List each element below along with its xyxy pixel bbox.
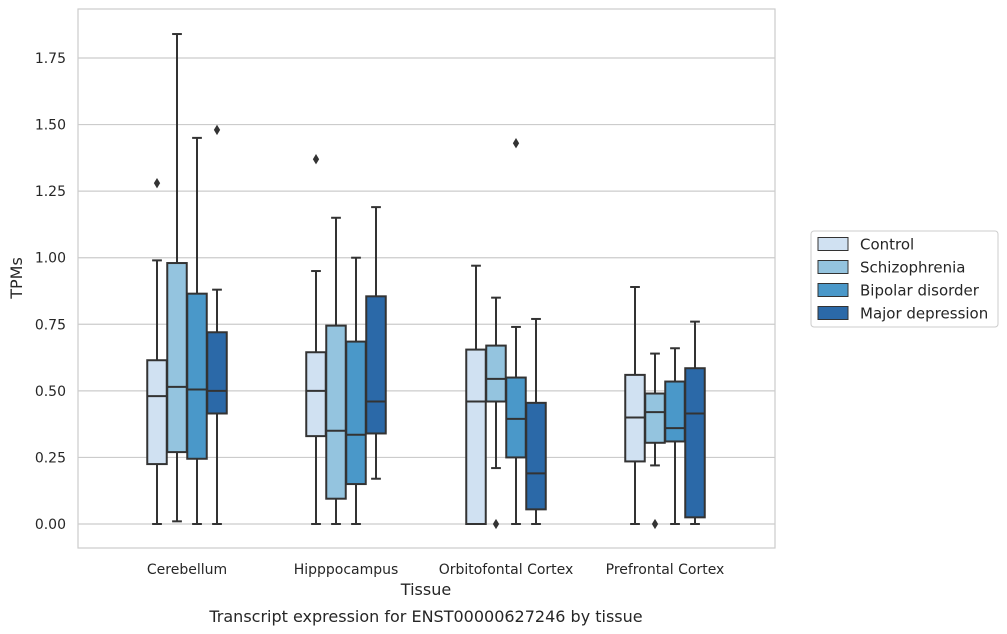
- outlier-marker: [153, 177, 161, 189]
- box-bipolar-disorder: [186, 136, 208, 525]
- iqr-box: [325, 324, 347, 500]
- box-control: [305, 154, 327, 525]
- iqr-box: [664, 380, 686, 443]
- outlier-marker: [651, 518, 659, 530]
- legend-label: Major depression: [860, 305, 988, 323]
- outlier-marker: [213, 124, 221, 136]
- legend: Control Schizophrenia Bipolar disorder Majo…: [810, 230, 999, 328]
- iqr-box: [206, 331, 228, 415]
- x-axis-label: Tissue: [400, 580, 451, 599]
- legend-swatch: [817, 260, 849, 274]
- box-major-depression: [365, 206, 387, 480]
- y-tick-labels: 0.00 0.25 0.50 0.75 1.00 1.25 1.50 1.75: [35, 51, 66, 533]
- box-control: [146, 177, 168, 525]
- box-bipolar-disorder: [664, 347, 686, 525]
- outlier-marker: [312, 154, 320, 165]
- box-bipolar-disorder: [505, 138, 527, 525]
- y-tick-label: 0.25: [35, 450, 66, 466]
- y-tick-label: 1.00: [35, 251, 66, 267]
- box-major-depression: [684, 320, 706, 525]
- box-control: [465, 264, 487, 525]
- x-tick-label: Cerebellum: [147, 562, 227, 578]
- legend-label: Schizophrenia: [860, 259, 965, 277]
- legend-swatch: [817, 306, 849, 320]
- box-series: [146, 33, 706, 530]
- outlier-marker: [512, 138, 520, 149]
- x-tick-label: Hipppocampus: [294, 562, 399, 578]
- legend-frame: [810, 230, 999, 328]
- iqr-box: [186, 292, 208, 460]
- box-schizophrenia: [644, 352, 666, 530]
- legend-swatch: [817, 283, 849, 297]
- x-tick-label: Orbitofontal Cortex: [439, 562, 574, 578]
- plot-frame: [77, 8, 776, 549]
- iqr-box: [485, 344, 507, 403]
- box-schizophrenia: [166, 33, 188, 523]
- iqr-box: [644, 392, 666, 444]
- iqr-box: [465, 348, 487, 525]
- iqr-box: [166, 262, 188, 454]
- y-tick-label: 0.75: [35, 317, 66, 333]
- legend-swatch: [817, 237, 849, 251]
- y-tick-label: 1.50: [35, 118, 66, 134]
- x-tick-label: Prefrontal Cortex: [606, 562, 725, 578]
- iqr-box: [365, 295, 387, 435]
- iqr-box: [146, 359, 168, 466]
- iqr-box: [525, 401, 547, 511]
- box-schizophrenia: [485, 296, 507, 530]
- box-control: [624, 286, 646, 525]
- legend-label: Control: [860, 236, 914, 254]
- chart-caption: Transcript expression for ENST0000062724…: [208, 607, 642, 626]
- iqr-box: [505, 376, 527, 459]
- y-tick-label: 1.75: [35, 51, 66, 67]
- iqr-box: [684, 367, 706, 519]
- iqr-box: [305, 351, 327, 438]
- x-tick-labels: Cerebellum Hipppocampus Orbitofontal Corte…: [147, 562, 724, 578]
- legend-label: Bipolar disorder: [860, 282, 980, 300]
- outlier-marker: [492, 518, 500, 530]
- y-tick-label: 0.00: [35, 517, 66, 533]
- y-tick-label: 0.50: [35, 384, 66, 400]
- y-tick-label: 1.25: [35, 184, 66, 200]
- box-major-depression: [525, 317, 547, 525]
- iqr-box: [345, 340, 367, 486]
- box-schizophrenia: [325, 216, 347, 525]
- box-bipolar-disorder: [345, 256, 367, 525]
- box-major-depression: [206, 124, 228, 525]
- y-axis-label: TPMs: [7, 257, 26, 300]
